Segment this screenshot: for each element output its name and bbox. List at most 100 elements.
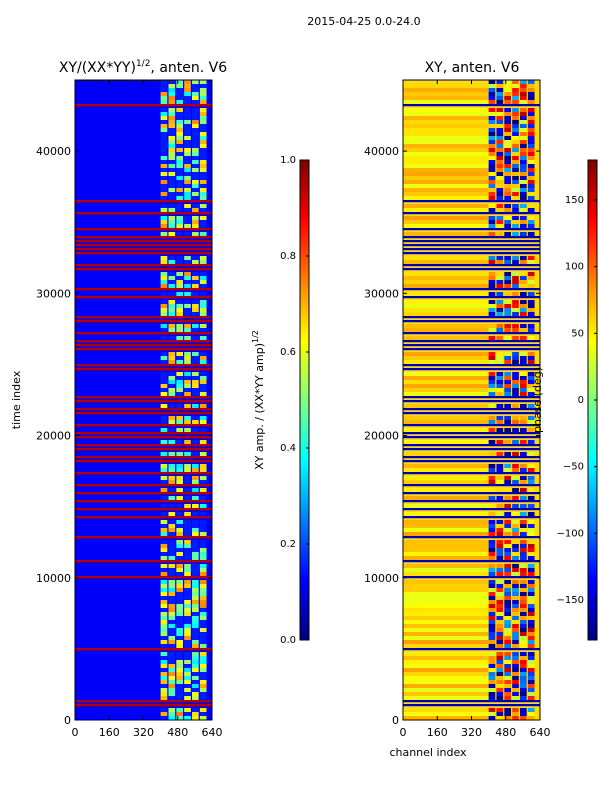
heatmap-cell [496,152,504,156]
heatmap-cell [168,404,176,408]
heatmap-cell [488,624,496,628]
heatmap-cell [496,628,504,632]
heatmap-cell [504,512,511,516]
heatmap-cell [176,552,183,556]
heatmap-cell [496,464,504,468]
heatmap-cell [527,372,535,376]
heatmap-cell [168,556,176,560]
heatmap-cell [520,656,527,660]
heatmap-cell [168,480,176,484]
heatmap-cell [199,132,207,136]
heatmap-cell [512,224,519,228]
heatmap-cell [527,376,535,380]
heatmap-cell [184,224,191,228]
heatmap-flag-row [75,340,212,343]
heatmap-cell [488,184,496,188]
heatmap-cell [488,428,496,432]
heatmap-cell [527,292,535,296]
heatmap-cell [520,624,527,628]
heatmap-cell [403,556,489,560]
colorbar-phase-label: phase (deg) [531,367,544,433]
heatmap-cell [176,388,183,392]
heatmap-cell [160,524,168,528]
heatmap-cell [160,176,168,180]
heatmap-cell [199,112,207,116]
heatmap-cell [520,208,527,212]
heatmap-cell [488,440,496,444]
heatmap-cell [184,548,191,552]
heatmap-cell [199,624,207,628]
heatmap-cell [527,612,535,616]
heatmap-cell [176,584,183,588]
heatmap-cell [520,96,527,100]
heatmap-cell [168,708,176,712]
heatmap-cell [199,80,207,84]
heatmap-cell [520,100,527,104]
heatmap-flag-row [403,268,540,271]
heatmap-cell [527,208,535,212]
x-tick-label: 480 [495,726,516,739]
heatmap-cell [512,128,519,132]
heatmap-cell [527,96,535,100]
heatmap-cell [168,92,176,96]
heatmap-cell [184,192,191,196]
heatmap-cell [160,712,168,716]
heatmap-cell [527,568,535,572]
heatmap-cell [184,172,191,176]
heatmap-cell [184,96,191,100]
heatmap-cell [168,80,176,84]
heatmap-cell [504,548,511,552]
heatmap-cell [160,656,168,660]
heatmap-cell [512,168,519,172]
heatmap-cell [527,528,535,532]
heatmap-cell [168,604,176,608]
heatmap-cell [527,656,535,660]
heatmap-flag-row [75,104,212,107]
heatmap-cell [192,684,199,688]
heatmap-cell [496,684,504,688]
heatmap-cell [184,572,191,576]
heatmap-cell [160,372,168,376]
heatmap-cell [184,600,191,604]
heatmap-cell [512,504,519,508]
heatmap-cell [199,588,207,592]
heatmap-cell [403,636,489,640]
heatmap-flag-row [75,320,212,323]
heatmap-cell [176,568,183,572]
heatmap-cell [520,568,527,572]
heatmap-cell [192,136,199,140]
heatmap-cell [520,184,527,188]
heatmap-cell [192,204,199,208]
heatmap-cell [192,632,199,636]
heatmap-cell [504,284,511,288]
heatmap-cell [199,356,207,360]
heatmap-cell [403,712,489,716]
heatmap-cell [192,356,199,360]
heatmap-cell [199,164,207,168]
heatmap-cell [504,272,511,276]
heatmap-cell [403,668,489,672]
heatmap-cell [403,664,489,668]
heatmap-cell [496,592,504,596]
heatmap-cell [527,80,535,84]
heatmap-cell [496,312,504,316]
heatmap-cell [199,188,207,192]
heatmap-cell [527,172,535,176]
heatmap-cell [168,88,176,92]
heatmap-cell [496,572,504,576]
heatmap-cell [527,564,535,568]
heatmap-cell [176,304,183,308]
heatmap-cell [512,596,519,600]
heatmap-cell [520,380,527,384]
heatmap-cell [176,164,183,168]
heatmap-cell [160,564,168,568]
heatmap-cell [488,640,496,644]
heatmap-cell [176,92,183,96]
heatmap-cell [512,628,519,632]
heatmap-cell [512,152,519,156]
heatmap-cell [176,644,183,648]
heatmap-cell [403,184,489,188]
heatmap-cell [184,184,191,188]
heatmap-cell [504,80,511,84]
heatmap-cell [192,120,199,124]
